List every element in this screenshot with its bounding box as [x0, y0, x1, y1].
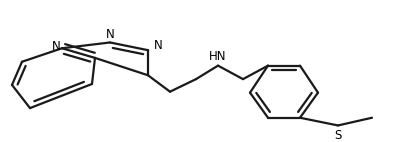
Text: HN: HN — [209, 50, 227, 63]
Text: N: N — [106, 28, 114, 41]
Text: N: N — [154, 39, 162, 52]
Text: N: N — [52, 40, 60, 53]
Text: S: S — [334, 129, 342, 142]
